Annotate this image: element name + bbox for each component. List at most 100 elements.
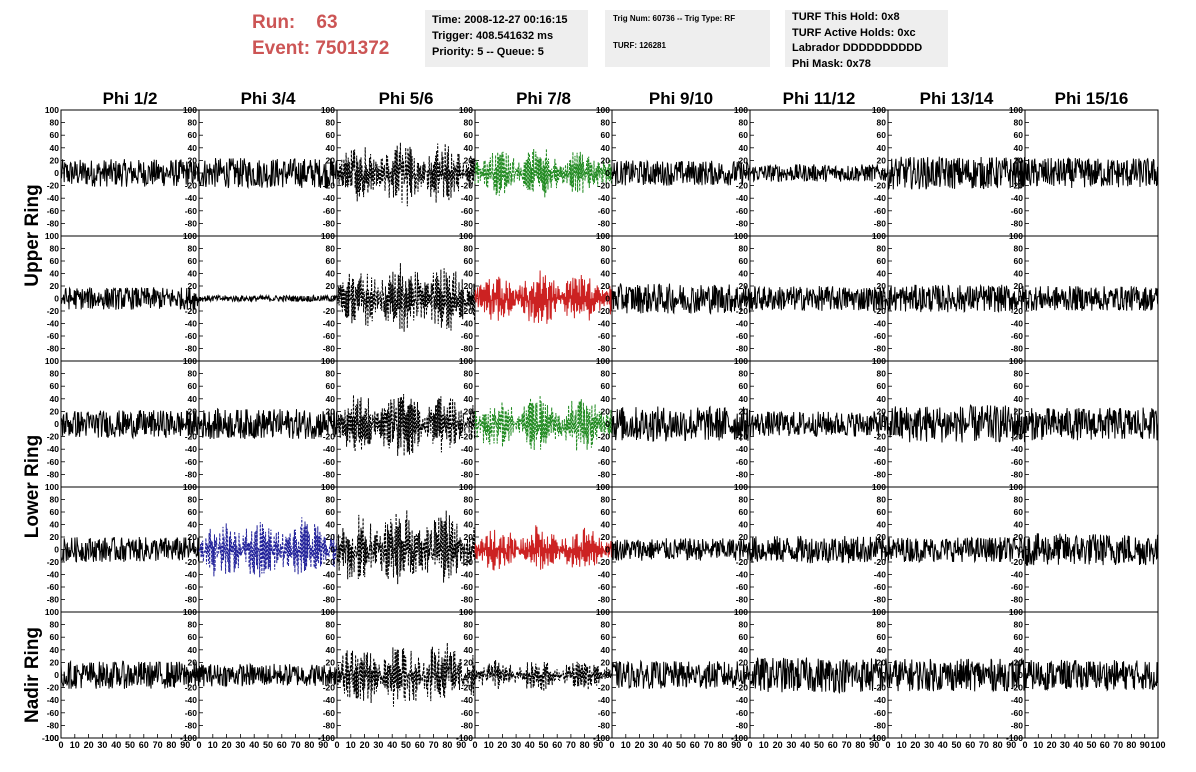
y-tick-label: 60 [188,381,198,391]
y-tick-label: -80 [1011,595,1024,605]
waveform-series [611,283,751,315]
x-tick-label: 80 [304,740,314,750]
y-tick-label: 20 [739,155,749,165]
y-tick-label: -20 [461,432,474,442]
y-tick-label: -60 [1011,206,1024,216]
y-tick-label: -80 [874,469,887,479]
y-tick-label: 60 [326,632,336,642]
x-tick-label: 40 [111,740,121,750]
y-tick-label: 100 [321,231,335,241]
y-tick-label: -80 [47,344,60,354]
x-tick-label: 60 [415,740,425,750]
y-tick-label: 60 [1014,256,1024,266]
y-tick-label: 100 [872,356,886,366]
y-tick-label: -40 [736,695,749,705]
panel-frame [887,486,1026,613]
x-tick-label: 20 [497,740,507,750]
y-tick-label: -40 [598,444,611,454]
y-tick-label: -80 [185,469,198,479]
y-tick-label: 0 [605,294,610,304]
y-tick-label: 60 [188,632,198,642]
y-tick-label: 40 [601,269,611,279]
y-tick-label: 0 [743,419,748,429]
y-tick-label: 20 [877,657,887,667]
x-tick-label: 20 [222,740,232,750]
priority-text: Priority: 5 -- Queue: 5 [432,46,544,58]
y-tick-label: -60 [461,457,474,467]
y-tick-label: -60 [1011,331,1024,341]
y-tick-label: 100 [734,105,748,115]
y-tick-label: 40 [601,143,611,153]
y-tick-label: -60 [874,331,887,341]
phi-mask-text: Phi Mask: 0x78 [792,57,871,68]
y-tick-label: 20 [739,406,749,416]
x-tick-label: 40 [387,740,397,750]
y-tick-label: 40 [188,143,198,153]
y-tick-label: -20 [323,432,336,442]
y-tick-label: -40 [47,570,60,580]
y-tick-label: 0 [330,545,335,555]
y-tick-label: -100 [1006,733,1023,743]
y-tick-label: -80 [47,595,60,605]
y-tick-label: 40 [326,143,336,153]
y-tick-label: -20 [736,306,749,316]
y-tick-label: 40 [1014,520,1024,530]
x-tick-label: 50 [538,740,548,750]
y-tick-label: -40 [323,695,336,705]
y-tick-label: 60 [1014,381,1024,391]
y-tick-label: -80 [185,344,198,354]
y-tick-label: 100 [459,231,473,241]
y-tick-label: 20 [1014,281,1024,291]
y-tick-label: 60 [739,507,749,517]
x-tick-label: 90 [456,740,466,750]
y-tick-label: -20 [461,557,474,567]
waveform-series [60,659,200,689]
y-tick-label: 100 [872,607,886,617]
y-tick-label: 0 [330,168,335,178]
y-tick-label: 20 [326,406,336,416]
y-tick-label: 40 [601,520,611,530]
x-tick-label: 50 [951,740,961,750]
y-tick-label: 60 [464,256,474,266]
y-tick-label: -100 [593,733,610,743]
y-tick-label: 100 [321,105,335,115]
y-tick-label: 40 [877,520,887,530]
x-tick-label: 70 [566,740,576,750]
x-tick-label: 70 [979,740,989,750]
x-tick-label: 10 [1033,740,1043,750]
y-tick-label: 0 [743,168,748,178]
y-tick-label: -80 [598,595,611,605]
y-tick-label: -60 [1011,457,1024,467]
ring-label: Nadir Ring [22,627,43,723]
x-tick-label: 30 [924,740,934,750]
x-tick-label: 60 [139,740,149,750]
y-tick-label: 80 [1014,495,1024,505]
y-tick-label: -60 [461,582,474,592]
y-tick-label: -40 [461,319,474,329]
waveform-series [1024,407,1159,441]
waveform-series [611,405,751,442]
y-tick-label: 100 [1009,607,1023,617]
y-tick-label: 60 [326,256,336,266]
y-tick-label: 40 [877,394,887,404]
y-tick-label: -20 [1011,683,1024,693]
x-tick-label: 80 [993,740,1003,750]
y-tick-label: 60 [739,632,749,642]
x-tick-label: 30 [97,740,107,750]
y-tick-label: 100 [872,482,886,492]
y-tick-label: -80 [47,720,60,730]
y-tick-label: -80 [185,720,198,730]
x-tick-label: 90 [318,740,328,750]
y-tick-label: 60 [50,130,60,140]
y-tick-label: 40 [877,269,887,279]
y-tick-label: -40 [874,319,887,329]
ring-label: Upper Ring [22,184,43,286]
y-tick-label: 20 [739,532,749,542]
y-tick-label: 40 [50,645,60,655]
column-title: Phi 5/6 [379,89,434,108]
y-tick-label: -20 [185,683,198,693]
y-tick-label: -80 [185,595,198,605]
y-tick-label: 80 [739,369,749,379]
waveform-series [887,156,1026,191]
